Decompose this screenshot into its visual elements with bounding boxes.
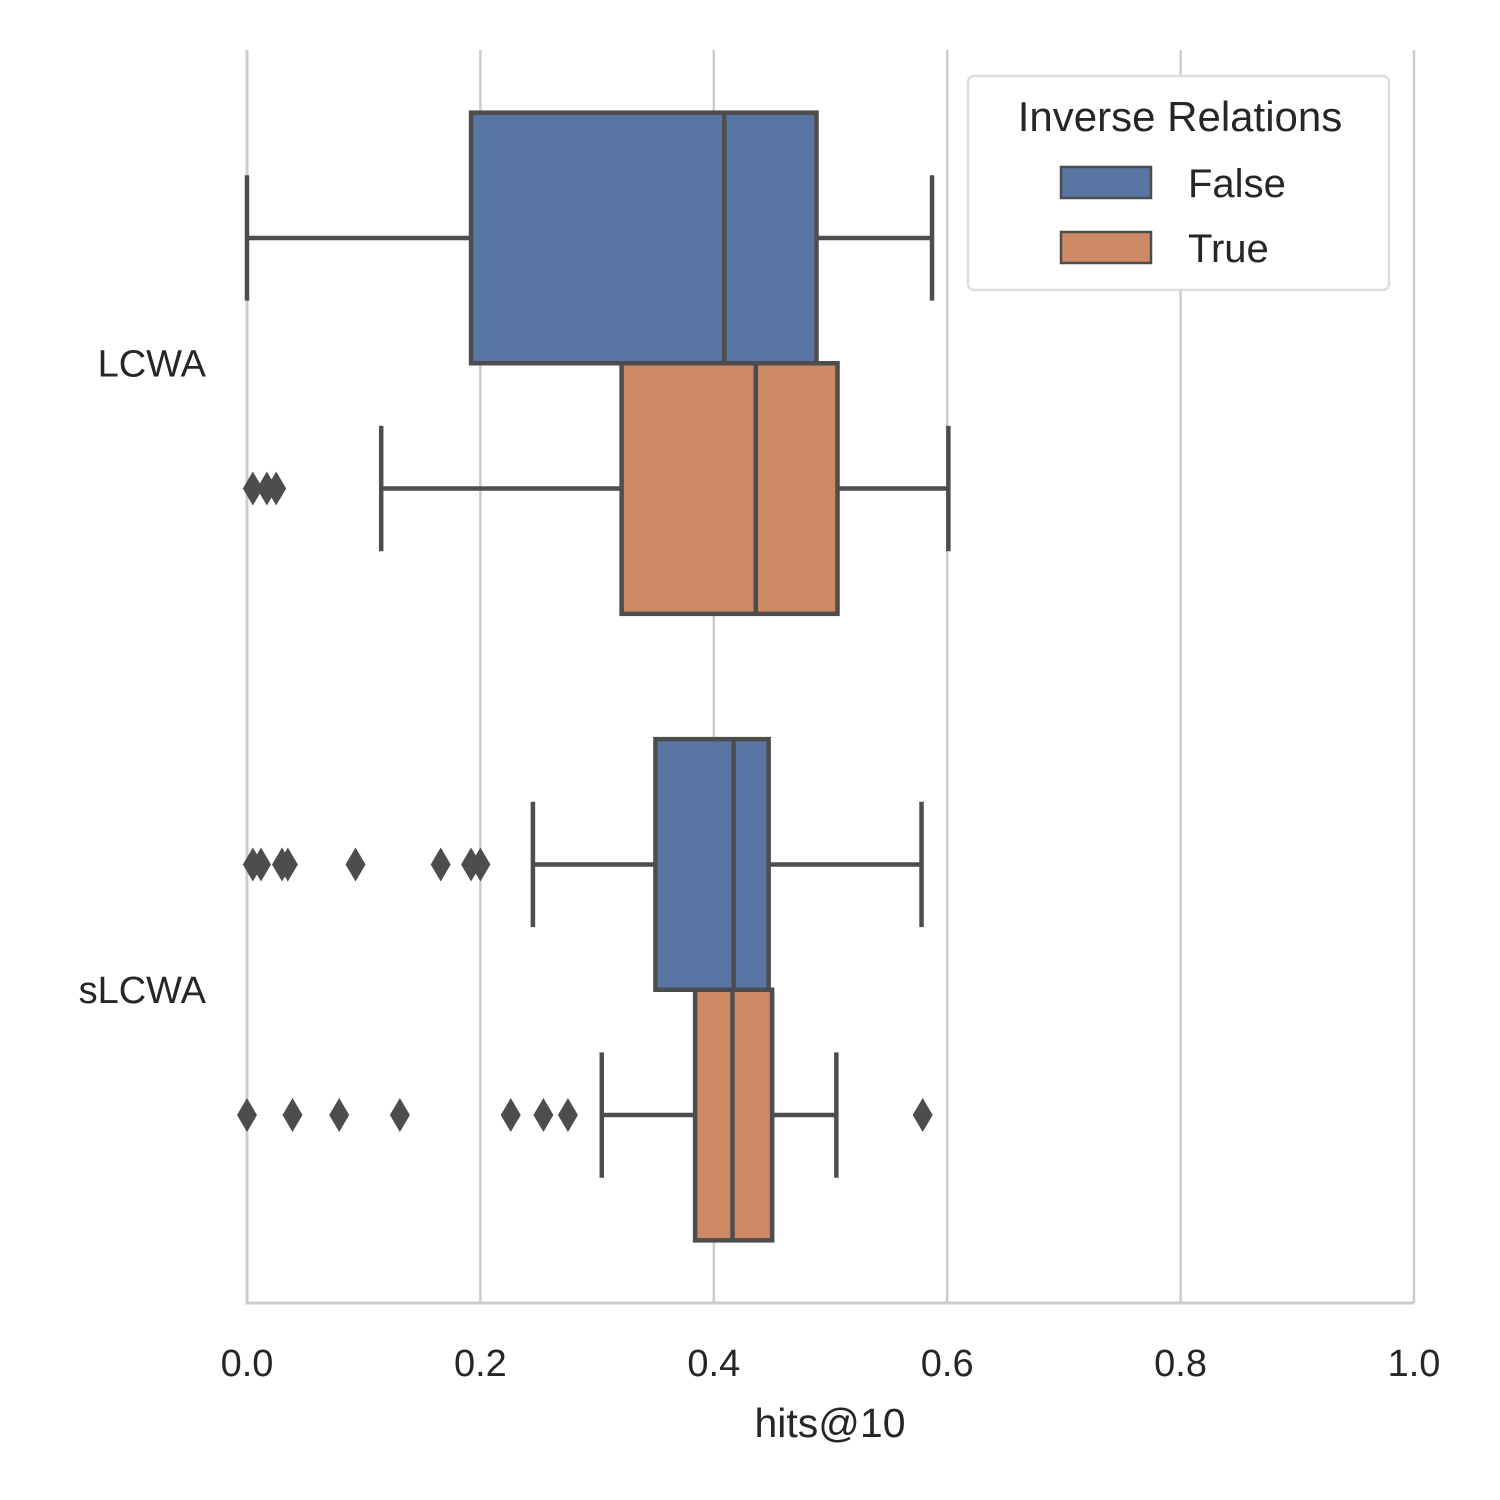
outlier-point	[470, 847, 491, 882]
outlier-point	[277, 847, 298, 882]
outlier-point	[557, 1098, 578, 1133]
x-axis-label: hits@10	[754, 1400, 905, 1446]
legend-label-false: False	[1188, 162, 1286, 206]
outlier-point	[237, 1098, 257, 1133]
outlier-point	[329, 1098, 350, 1133]
box-lcwa-true	[242, 361, 951, 617]
outlier-point	[430, 847, 451, 882]
iqr-box	[619, 361, 840, 617]
iqr-box	[653, 736, 771, 993]
outlier-point	[242, 471, 263, 506]
legend-swatch-false	[1059, 165, 1153, 200]
outlier-point	[389, 1098, 410, 1133]
outlier-point	[533, 1098, 554, 1133]
x-tick-label: 0.2	[454, 1343, 507, 1385]
x-tick-label: 1.0	[1388, 1343, 1441, 1385]
iqr-box	[468, 110, 819, 366]
outlier-point	[500, 1098, 521, 1133]
box-slcwa-true	[237, 987, 933, 1243]
legend-entries: False True	[1059, 162, 1286, 271]
y-tick-label: LCWA	[98, 343, 207, 385]
y-tick-label: sLCWA	[79, 970, 207, 1012]
outlier-point	[282, 1098, 303, 1133]
x-tick-label: 0.8	[1154, 1343, 1207, 1385]
outlier-point	[266, 471, 287, 506]
x-tick-label: 0.6	[921, 1343, 974, 1385]
legend-swatch-true	[1059, 230, 1153, 265]
box-lcwa-false	[244, 110, 935, 366]
x-tick-label: 0.4	[687, 1343, 740, 1385]
legend-label-true: True	[1188, 227, 1269, 271]
x-tick-label: 0.0	[221, 1343, 274, 1385]
outlier-point	[251, 847, 272, 882]
box-slcwa-false	[242, 736, 924, 993]
y-tick-labels: LCWA sLCWA	[79, 343, 207, 1012]
outlier-point	[912, 1098, 933, 1133]
legend: Inverse Relations False True	[966, 74, 1391, 292]
x-tick-labels: 0.0 0.2 0.4 0.6 0.8 1.0	[221, 1343, 1441, 1385]
legend-title: Inverse Relations	[1018, 93, 1343, 140]
boxes	[237, 110, 951, 1243]
outlier-point	[345, 847, 366, 882]
